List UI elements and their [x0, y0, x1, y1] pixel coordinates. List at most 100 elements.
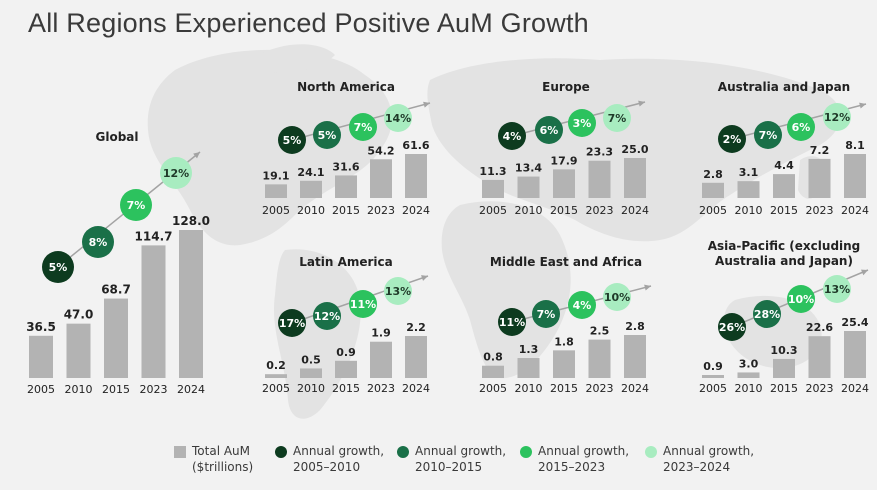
x-tick-label: 2023: [586, 382, 614, 395]
legend-label: Annual growth,: [538, 444, 630, 458]
x-tick-label: 2015: [770, 204, 798, 217]
bar: [808, 336, 831, 378]
growth-rate-label: 7%: [127, 199, 146, 212]
legend-sublabel: 2023–2024: [663, 460, 731, 474]
trend-arrowhead: [421, 275, 428, 281]
x-tick-label: 2010: [297, 382, 325, 395]
growth-dot: [787, 285, 815, 313]
growth-rate-label: 13%: [824, 283, 850, 296]
growth-dot: [823, 103, 851, 131]
growth-dot: [278, 309, 306, 337]
x-tick-label: 2005: [262, 204, 290, 217]
bar: [737, 181, 760, 198]
growth-dot: [120, 189, 152, 221]
bar-value-label: 0.9: [703, 360, 723, 373]
growth-rate-label: 7%: [608, 112, 627, 125]
legend-item-growth-2010-2015: Annual growth, 2010–2015: [397, 443, 506, 475]
chart-panel: Europe 11.3 2005 13.4 2010 17.9 2015 23.3 2023 25…: [479, 80, 649, 217]
legend: Total AuM ($trillions) Annual growth, 20…: [0, 443, 877, 483]
bar: [624, 335, 646, 378]
bar: [702, 375, 724, 378]
x-tick-label: 2023: [806, 204, 834, 217]
x-tick-label: 2010: [515, 204, 543, 217]
bar-value-label: 1.8: [554, 335, 574, 348]
trend-arrowhead: [193, 152, 200, 159]
chart-panel: Australia and Japan 2.8 2005 3.1 2010 4.4 2015…: [699, 80, 869, 217]
growth-dot: [603, 283, 631, 311]
bar: [844, 154, 866, 198]
chart-title: Latin America: [299, 255, 393, 269]
growth-dot: [754, 121, 782, 149]
bar-value-label: 3.1: [739, 166, 759, 179]
bar: [844, 331, 866, 378]
legend-swatch-dot: [645, 446, 657, 458]
growth-dot: [42, 251, 74, 283]
x-tick-label: 2015: [332, 382, 360, 395]
growth-rate-label: 17%: [279, 317, 305, 330]
bar-value-label: 23.3: [586, 146, 613, 159]
bar: [624, 158, 646, 198]
growth-rate-label: 6%: [540, 124, 559, 137]
growth-dot: [498, 122, 526, 150]
growth-rate-label: 11%: [350, 298, 376, 311]
legend-label: Annual growth,: [293, 444, 385, 458]
chart-title: Australia and Japan: [718, 80, 850, 94]
growth-dot: [278, 126, 306, 154]
growth-dot: [718, 313, 746, 341]
growth-rate-label: 12%: [314, 310, 340, 323]
legend-label: Total AuM: [192, 444, 251, 458]
x-tick-label: 2015: [770, 382, 798, 395]
x-tick-label: 2023: [367, 204, 395, 217]
bar: [300, 368, 322, 378]
x-tick-label: 2015: [102, 383, 130, 396]
bar-value-label: 2.8: [703, 168, 723, 181]
bar: [482, 365, 504, 378]
legend-swatch-dot: [397, 446, 409, 458]
bar-value-label: 7.2: [810, 144, 830, 157]
growth-rate-label: 6%: [792, 121, 811, 134]
legend-item-growth-2023-2024: Annual growth, 2023–2024: [645, 443, 754, 475]
bar: [141, 245, 166, 378]
bar: [335, 360, 357, 378]
x-tick-label: 2005: [479, 382, 507, 395]
bar-value-label: 3.0: [739, 357, 759, 370]
growth-rate-label: 28%: [754, 308, 780, 321]
growth-rate-label: 5%: [318, 129, 337, 142]
bar-value-label: 11.3: [479, 165, 506, 178]
bar: [370, 341, 392, 378]
growth-rate-label: 4%: [503, 130, 522, 143]
bar: [265, 184, 287, 198]
growth-dot: [313, 121, 341, 149]
x-tick-label: 2015: [550, 204, 578, 217]
legend-sublabel: 2010–2015: [415, 460, 483, 474]
legend-swatch-dot: [520, 446, 532, 458]
growth-rate-label: 12%: [163, 167, 189, 180]
bar-value-label: 128.0: [172, 214, 210, 228]
bar-value-label: 10.3: [770, 344, 797, 357]
bar-value-label: 2.8: [625, 320, 645, 333]
growth-dot: [718, 125, 746, 153]
x-tick-label: 2015: [332, 204, 360, 217]
bar: [553, 169, 575, 198]
trend-arrowhead: [423, 101, 430, 108]
bar-value-label: 25.0: [621, 143, 648, 156]
growth-rate-label: 10%: [604, 291, 630, 304]
chart-panel: Global 36.5 2005 47.0 2010 68.7 2015 114.7 2023 1…: [26, 130, 210, 396]
growth-rate-label: 14%: [385, 112, 411, 125]
growth-rate-label: 10%: [788, 293, 814, 306]
legend-sublabel: 2005–2010: [293, 460, 361, 474]
x-tick-label: 2010: [735, 382, 763, 395]
growth-dot: [160, 157, 192, 189]
growth-rate-label: 5%: [49, 261, 68, 274]
bar-value-label: 0.8: [483, 351, 503, 364]
chart-title: Asia-Pacific (excluding: [708, 239, 861, 253]
bar-value-label: 24.1: [297, 166, 324, 179]
growth-dot: [532, 300, 560, 328]
chart-panel: Latin America 0.2 2005 0.5 2010 0.9 2015 1.9 202…: [262, 255, 430, 395]
bar-value-label: 47.0: [64, 308, 94, 322]
bar: [335, 175, 357, 198]
bar: [66, 323, 91, 378]
bar: [773, 174, 795, 198]
